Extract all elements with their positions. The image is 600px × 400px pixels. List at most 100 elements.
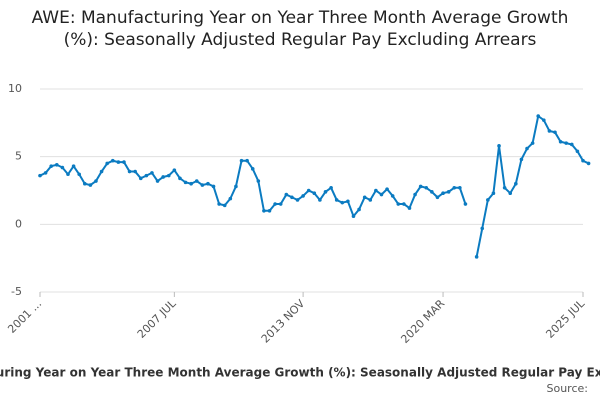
x-tick-label: 2013 NOV: [259, 297, 308, 346]
data-point: [144, 173, 149, 178]
data-point: [413, 192, 417, 197]
y-tick-label: -5: [11, 285, 22, 298]
data-point: [530, 141, 535, 145]
data-point: [570, 142, 574, 147]
data-point: [312, 191, 317, 196]
data-point: [497, 144, 501, 148]
data-point: [228, 196, 233, 201]
data-point: [206, 181, 210, 186]
data-point: [474, 255, 479, 259]
data-point: [94, 179, 98, 183]
data-point: [105, 161, 109, 166]
data-point: [88, 183, 93, 187]
data-point: [110, 158, 115, 163]
data-point: [323, 190, 328, 194]
data-point: [99, 169, 104, 174]
data-point: [480, 226, 485, 231]
data-point: [161, 175, 165, 179]
data-point: [491, 191, 496, 196]
data-point: [60, 165, 65, 170]
data-point: [441, 191, 445, 196]
data-point: [340, 200, 345, 205]
data-point: [211, 184, 216, 189]
x-tick-label: 2025 JUL: [543, 296, 587, 340]
data-point: [508, 191, 513, 196]
data-point: [66, 172, 70, 177]
data-point: [430, 190, 434, 194]
data-point: [150, 171, 154, 175]
data-point: [553, 130, 557, 135]
data-point: [547, 129, 552, 133]
data-point: [189, 181, 193, 186]
source-label: Source:: [547, 382, 589, 395]
data-point: [536, 114, 541, 118]
data-point: [178, 176, 182, 181]
data-point: [452, 185, 457, 190]
data-point: [586, 161, 591, 166]
data-point: [82, 181, 87, 186]
data-point: [127, 169, 132, 174]
data-point: [54, 162, 59, 167]
data-point: [284, 192, 289, 197]
data-point: [301, 194, 305, 198]
data-point: [385, 187, 389, 191]
data-point: [222, 203, 227, 208]
chart-title: AWE: Manufacturing Year on Year Three Mo…: [32, 8, 569, 50]
data-point: [262, 209, 266, 213]
data-point: [374, 188, 378, 193]
data-point: [502, 185, 507, 190]
data-point: [458, 185, 462, 190]
data-point: [49, 164, 53, 168]
series-line: [475, 114, 590, 258]
data-point: [122, 160, 126, 164]
data-point: [346, 199, 350, 204]
data-point: [564, 141, 569, 145]
data-point: [446, 190, 451, 194]
data-point: [581, 158, 585, 163]
data-point: [379, 192, 384, 197]
data-point: [267, 209, 272, 213]
data-point: [318, 198, 322, 202]
data-point: [200, 183, 205, 187]
data-point: [71, 164, 76, 168]
footer-title: AWE: Manufacturing Year on Year Three Mo…: [0, 366, 600, 380]
data-point: [239, 158, 244, 163]
data-point: [155, 179, 160, 183]
data-point: [295, 198, 300, 202]
data-point: [38, 173, 42, 178]
data-point: [463, 202, 468, 206]
data-point: [250, 167, 255, 171]
data-point: [133, 169, 137, 174]
data-point: [194, 179, 199, 183]
data-point: [424, 185, 429, 190]
data-point: [525, 146, 529, 151]
x-tick-label: 2020 MAR: [398, 297, 447, 346]
y-tick-label: 0: [15, 217, 22, 230]
data-point: [396, 202, 401, 206]
title-line: AWE: Manufacturing Year on Year Three Mo…: [32, 8, 569, 28]
data-point: [351, 214, 356, 219]
data-point: [542, 118, 546, 122]
data-point: [329, 185, 333, 190]
data-point: [172, 168, 177, 172]
data-point: [77, 172, 81, 177]
data-point: [138, 176, 143, 181]
x-tick-label: 2007 JUL: [135, 296, 179, 340]
y-tick-label: 5: [15, 150, 22, 163]
data-point: [519, 157, 524, 162]
data-point: [558, 139, 563, 144]
data-point: [273, 202, 277, 206]
data-point: [362, 195, 367, 200]
data-point: [256, 179, 261, 183]
data-point: [357, 207, 361, 212]
data-point: [166, 173, 171, 178]
data-point: [234, 184, 238, 189]
data-point: [116, 160, 121, 164]
data-point: [217, 202, 221, 206]
data-point: [575, 149, 580, 154]
data-point: [390, 194, 395, 198]
data-point: [402, 202, 406, 206]
data-point: [290, 195, 294, 200]
data-point: [407, 206, 412, 210]
data-point: [435, 195, 440, 200]
